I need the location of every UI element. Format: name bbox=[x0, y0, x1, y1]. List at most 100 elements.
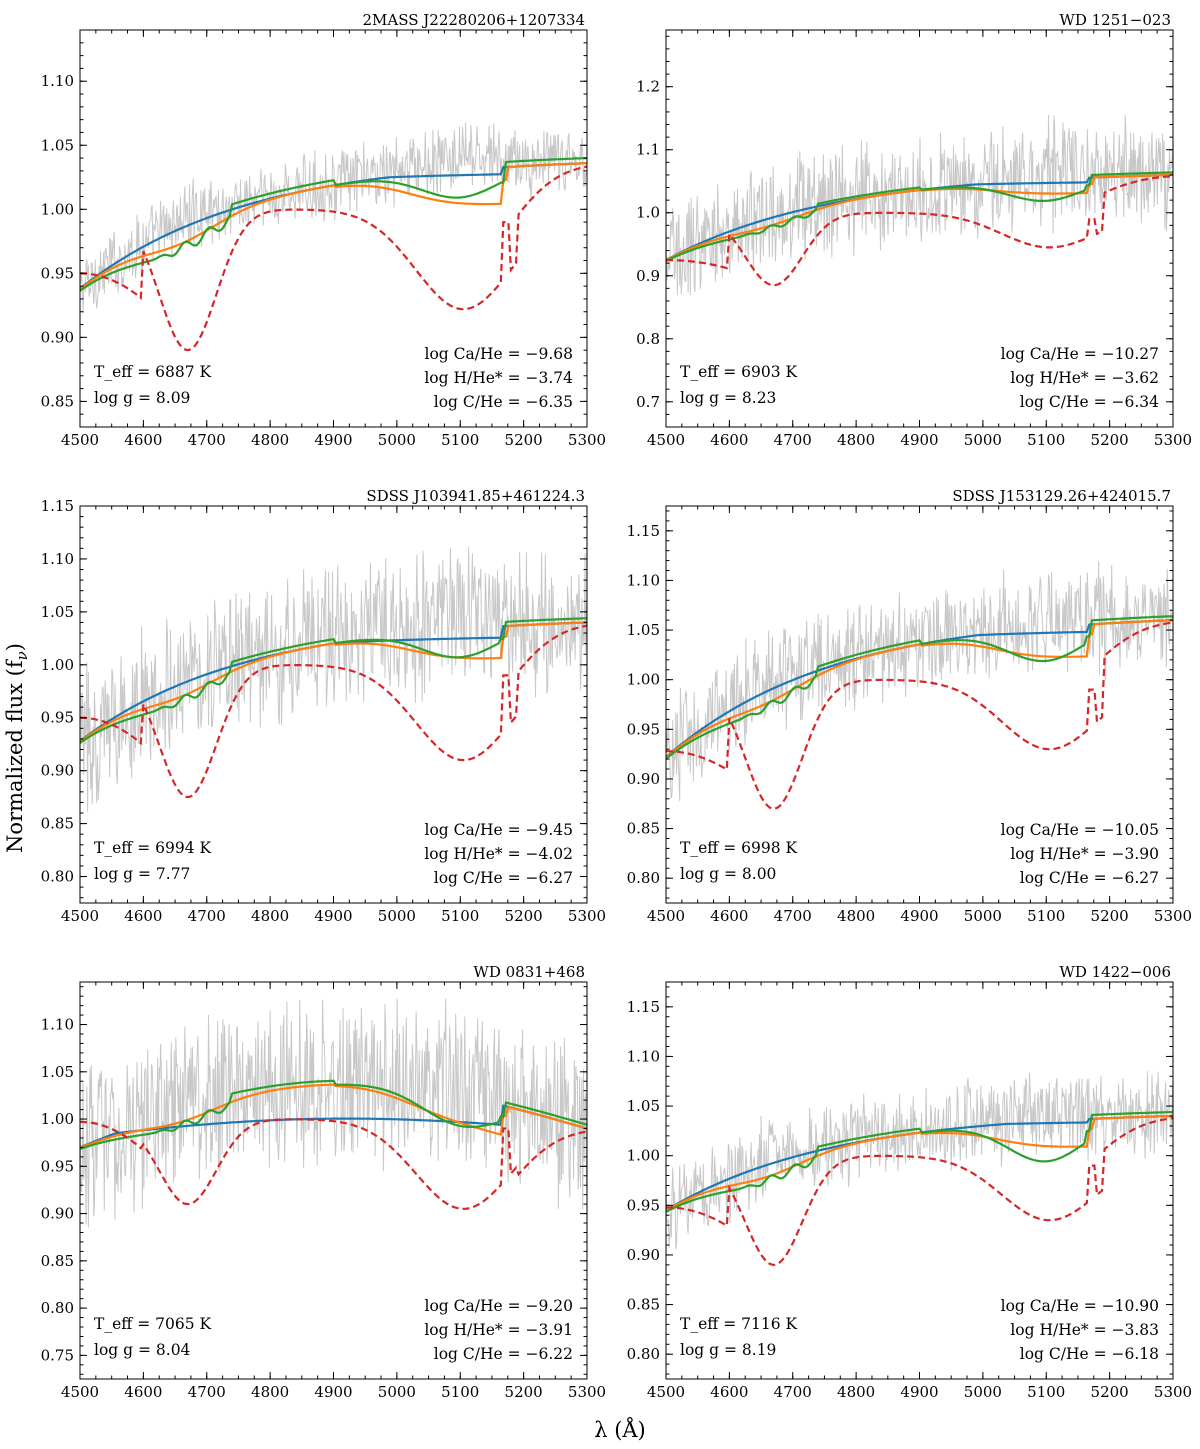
y-tick-label: 0.85 bbox=[41, 1252, 74, 1270]
annotation-c-he: log C/He = −6.18 bbox=[1020, 1345, 1159, 1363]
panel-title: WD 0831+468 bbox=[473, 963, 585, 981]
x-tick-label: 4700 bbox=[188, 1383, 226, 1401]
y-tick-label: 0.85 bbox=[627, 1296, 660, 1314]
model-green-line bbox=[80, 617, 587, 744]
model-orange-line bbox=[666, 173, 1173, 262]
x-tick-label: 4800 bbox=[837, 431, 875, 449]
x-tick-label: 4800 bbox=[251, 907, 289, 925]
x-tick-label: 5300 bbox=[568, 907, 606, 925]
panel-4: 4500 4600 4700 4800 4900 5000 5100 5200 5300 0.80… bbox=[627, 487, 1193, 925]
y-tick-label: 1.00 bbox=[41, 1110, 74, 1128]
x-tick-label: 5000 bbox=[964, 431, 1002, 449]
x-tick-label: 4600 bbox=[710, 431, 748, 449]
x-tick-label: 4600 bbox=[710, 907, 748, 925]
annotation-teff: T_eff = 6903 K bbox=[680, 363, 797, 381]
annotation-h-he: log H/He* = −3.74 bbox=[424, 369, 573, 387]
model-orange-line bbox=[80, 621, 587, 743]
annotation-logg: log g = 7.77 bbox=[94, 865, 190, 883]
panel-title: 2MASS J22280206+1207334 bbox=[362, 11, 585, 29]
model-blue-line bbox=[80, 1104, 587, 1149]
y-tick-label: 0.85 bbox=[41, 392, 74, 410]
annotation-logg: log g = 8.00 bbox=[680, 865, 776, 883]
observed-spectrum-line bbox=[666, 561, 1173, 802]
panel-2: 4500 4600 4700 4800 4900 5000 5100 5200 5300 0.7 0… bbox=[636, 11, 1192, 449]
x-tick-label: 4600 bbox=[710, 1383, 748, 1401]
model-red-dashed-line bbox=[80, 165, 587, 352]
y-tick-label: 0.85 bbox=[41, 815, 74, 833]
x-tick-label: 5200 bbox=[1091, 1383, 1129, 1401]
x-tick-label: 4500 bbox=[647, 431, 685, 449]
y-tick-label: 0.90 bbox=[41, 1205, 74, 1223]
model-green-line bbox=[666, 1110, 1173, 1213]
x-tick-label: 5100 bbox=[441, 1383, 479, 1401]
x-tick-label: 5100 bbox=[1027, 1383, 1065, 1401]
y-tick-label: 1.05 bbox=[627, 1097, 660, 1115]
y-tick-label: 1.10 bbox=[41, 1016, 74, 1034]
y-tick-label: 1.2 bbox=[636, 78, 660, 96]
panel-title: WD 1251−023 bbox=[1059, 11, 1171, 29]
x-tick-label: 4900 bbox=[314, 1383, 352, 1401]
x-tick-label: 5200 bbox=[505, 1383, 543, 1401]
y-tick-label: 1.00 bbox=[627, 671, 660, 689]
annotation-h-he: log H/He* = −3.91 bbox=[424, 1321, 573, 1339]
y-tick-label: 1.10 bbox=[41, 550, 74, 568]
x-tick-label: 5300 bbox=[568, 431, 606, 449]
x-tick-label: 4900 bbox=[900, 431, 938, 449]
model-green-line bbox=[80, 1079, 587, 1150]
observed-spectrum-line bbox=[80, 546, 587, 812]
y-tick-label: 1.05 bbox=[41, 603, 74, 621]
model-orange-line bbox=[80, 1083, 587, 1149]
y-tick-label: 1.05 bbox=[41, 1063, 74, 1081]
annotation-c-he: log C/He = −6.35 bbox=[434, 393, 573, 411]
annotation-c-he: log C/He = −6.22 bbox=[434, 1345, 573, 1363]
annotation-c-he: log C/He = −6.27 bbox=[1020, 869, 1159, 887]
y-tick-label: 0.8 bbox=[636, 330, 660, 348]
x-tick-label: 4900 bbox=[314, 431, 352, 449]
y-tick-label: 0.90 bbox=[41, 762, 74, 780]
x-tick-label: 4800 bbox=[251, 1383, 289, 1401]
x-tick-label: 4800 bbox=[837, 1383, 875, 1401]
y-tick-label: 0.85 bbox=[627, 820, 660, 838]
y-tick-label: 0.80 bbox=[41, 1299, 74, 1317]
y-tick-label: 1.05 bbox=[41, 136, 74, 154]
x-tick-label: 5200 bbox=[1091, 431, 1129, 449]
x-tick-label: 4800 bbox=[837, 907, 875, 925]
x-tick-label: 5200 bbox=[1091, 907, 1129, 925]
y-tick-label: 0.80 bbox=[627, 869, 660, 887]
model-red-dashed-line bbox=[80, 624, 587, 799]
x-tick-label: 4800 bbox=[251, 431, 289, 449]
y-tick-label: 1.10 bbox=[41, 72, 74, 90]
model-green-line bbox=[666, 171, 1173, 262]
x-tick-label: 4700 bbox=[188, 431, 226, 449]
panel-title: SDSS J153129.26+424015.7 bbox=[952, 487, 1171, 505]
annotation-teff: T_eff = 7116 K bbox=[680, 1315, 797, 1333]
y-tick-label: 0.95 bbox=[627, 1196, 660, 1214]
model-orange-line bbox=[666, 1114, 1173, 1212]
panel-title: WD 1422−006 bbox=[1059, 963, 1171, 981]
observed-spectrum-line bbox=[666, 1071, 1173, 1250]
y-tick-label: 0.9 bbox=[636, 267, 660, 285]
x-tick-label: 4700 bbox=[188, 907, 226, 925]
annotation-ca-he: log Ca/He = −9.68 bbox=[425, 345, 574, 363]
x-tick-label: 4900 bbox=[314, 907, 352, 925]
x-tick-label: 5100 bbox=[1027, 907, 1065, 925]
observed-spectrum-line bbox=[666, 114, 1173, 296]
annotation-logg: log g = 8.09 bbox=[94, 389, 190, 407]
panel-5: 4500 4600 4700 4800 4900 5000 5100 5200 5300 0.75… bbox=[41, 963, 607, 1401]
model-orange-line bbox=[80, 162, 587, 290]
x-tick-label: 4500 bbox=[61, 431, 99, 449]
y-tick-label: 1.00 bbox=[41, 200, 74, 218]
x-tick-label: 5300 bbox=[1154, 1383, 1192, 1401]
y-tick-label: 0.95 bbox=[627, 720, 660, 738]
panel-3: 4500 4600 4700 4800 4900 5000 5100 5200 5300 0.80… bbox=[41, 487, 607, 925]
annotation-h-he: log H/He* = −4.02 bbox=[424, 845, 573, 863]
x-tick-label: 4500 bbox=[61, 907, 99, 925]
y-tick-label: 0.95 bbox=[41, 1157, 74, 1175]
y-tick-label: 1.15 bbox=[627, 998, 660, 1016]
x-tick-label: 4500 bbox=[647, 1383, 685, 1401]
y-tick-label: 1.15 bbox=[41, 497, 74, 515]
annotation-ca-he: log Ca/He = −10.27 bbox=[1001, 345, 1159, 363]
y-tick-label: 1.10 bbox=[627, 571, 660, 589]
y-tick-label: 1.1 bbox=[636, 141, 660, 159]
x-tick-label: 5000 bbox=[964, 1383, 1002, 1401]
